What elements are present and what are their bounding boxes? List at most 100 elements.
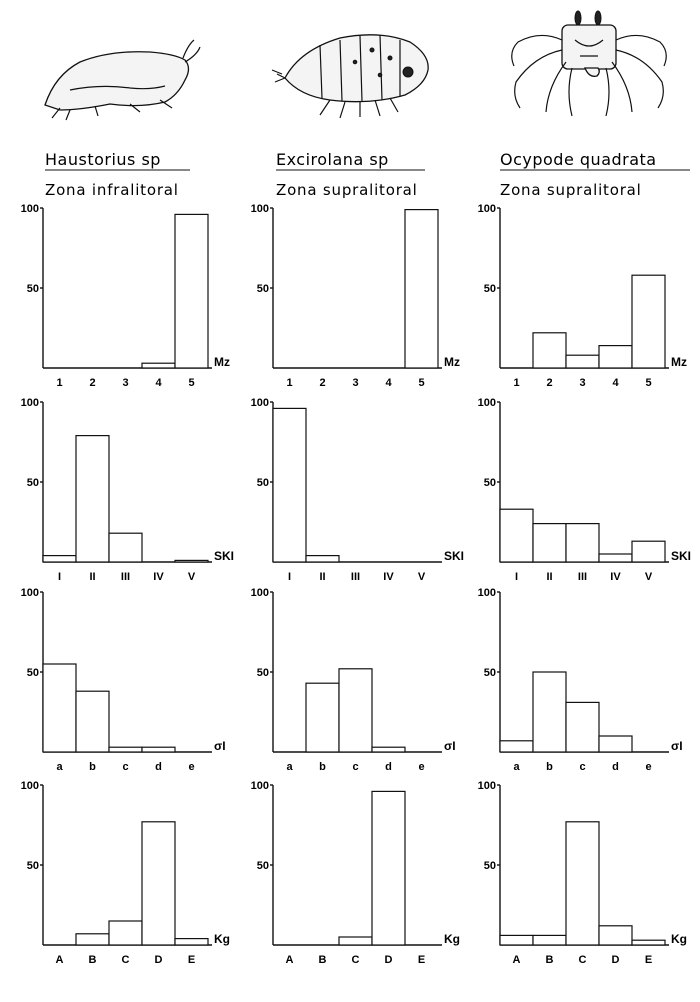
species-name: Excirolana sp (276, 150, 389, 169)
bar (75, 435, 110, 563)
x-tick-label: a (513, 761, 520, 773)
variable-label: Kg (444, 932, 460, 946)
x-tick-label: C (122, 954, 130, 966)
bar (174, 213, 209, 369)
bar (565, 821, 600, 946)
y-tick-label: 100 (251, 780, 269, 792)
bar (532, 671, 567, 753)
x-tick-label: a (286, 761, 293, 773)
species-name: Ocypode quadrata (500, 150, 657, 169)
x-tick-label: B (319, 954, 327, 966)
bar (532, 934, 567, 946)
bar (108, 920, 143, 946)
x-tick-label: IV (383, 571, 394, 583)
y-tick-label: 100 (21, 587, 39, 599)
zone-name: Zona supralitoral (500, 181, 642, 199)
bar (141, 821, 176, 946)
x-tick-label: 1 (56, 377, 62, 389)
variable-label: Kg (214, 932, 230, 946)
bar-chart-9: 100 50 a b c d e σI (478, 587, 683, 773)
header-excirolana: Excirolana sp Zona supralitoral (276, 150, 425, 199)
variable-label: SKI (444, 549, 464, 563)
x-tick-label: 4 (385, 377, 392, 389)
x-tick-label: d (155, 761, 162, 773)
bar (338, 936, 373, 946)
x-tick-label: d (612, 761, 619, 773)
y-tick-label: 50 (484, 860, 496, 872)
x-tick-label: 5 (418, 377, 424, 389)
x-tick-label: II (89, 571, 95, 583)
x-tick-label: B (546, 954, 554, 966)
x-tick-label: D (612, 954, 620, 966)
y-tick-label: 100 (478, 587, 496, 599)
x-tick-label: E (188, 954, 195, 966)
x-tick-label: 3 (352, 377, 358, 389)
bar-chart-8: 100 50 a b c d e σI (251, 587, 456, 773)
x-tick-label: c (122, 761, 128, 773)
variable-label: Mz (671, 355, 687, 369)
bar (598, 553, 633, 563)
x-tick-label: V (188, 571, 196, 583)
y-tick-label: 50 (27, 477, 39, 489)
x-tick-label: C (352, 954, 360, 966)
x-tick-label: A (56, 954, 64, 966)
x-tick-label: II (546, 571, 552, 583)
x-tick-label: c (352, 761, 358, 773)
x-tick-label: I (288, 571, 291, 583)
x-tick-label: e (188, 761, 194, 773)
bar (499, 508, 534, 563)
x-tick-label: 3 (579, 377, 585, 389)
x-tick-label: 4 (155, 377, 162, 389)
bar (42, 554, 77, 563)
x-tick-label: D (155, 954, 163, 966)
zone-name: Zona supralitoral (276, 181, 418, 199)
x-tick-label: E (645, 954, 652, 966)
bar (141, 362, 176, 369)
y-tick-label: 50 (257, 667, 269, 679)
bar (631, 939, 666, 946)
bar (305, 682, 340, 753)
y-tick-label: 100 (251, 397, 269, 409)
x-tick-label: 5 (645, 377, 651, 389)
bar (631, 274, 666, 369)
x-tick-label: b (546, 761, 553, 773)
bar (174, 559, 209, 563)
x-tick-label: b (319, 761, 326, 773)
bar-chart-7: 100 50 a b c d e σI (21, 587, 226, 773)
variable-label: σI (214, 739, 226, 753)
x-tick-label: e (645, 761, 651, 773)
y-tick-label: 50 (27, 860, 39, 872)
y-tick-label: 100 (251, 587, 269, 599)
bar (598, 345, 633, 369)
bar-chart-10: 100 50 A B C D E Kg (21, 780, 230, 966)
header-ocypode: Ocypode quadrata Zona supralitoral (500, 150, 690, 199)
y-tick-label: 50 (257, 477, 269, 489)
haustorius-illustration (44, 39, 201, 121)
bar (565, 522, 600, 563)
y-tick-label: 100 (21, 397, 39, 409)
y-tick-label: 100 (478, 397, 496, 409)
column-headers: Haustorius sp Zona infralitoral Excirola… (45, 150, 690, 199)
bar (42, 663, 77, 753)
bar (305, 554, 340, 563)
x-tick-label: b (89, 761, 96, 773)
y-tick-label: 50 (257, 860, 269, 872)
bar-chart-11: 100 50 A B C D E Kg (251, 780, 460, 966)
variable-label: Mz (444, 355, 460, 369)
bar (338, 668, 373, 753)
y-tick-label: 100 (478, 203, 496, 215)
y-tick-label: 100 (21, 780, 39, 792)
x-tick-label: D (385, 954, 393, 966)
x-tick-label: IV (153, 571, 164, 583)
header-haustorius: Haustorius sp Zona infralitoral (45, 150, 190, 199)
bar-chart-2: 100 50 1 2 3 4 5 Mz (251, 203, 460, 389)
y-tick-label: 50 (484, 283, 496, 295)
y-tick-label: 100 (251, 203, 269, 215)
x-tick-label: 2 (319, 377, 325, 389)
x-tick-label: a (56, 761, 63, 773)
y-tick-label: 50 (27, 667, 39, 679)
x-tick-label: 2 (89, 377, 95, 389)
